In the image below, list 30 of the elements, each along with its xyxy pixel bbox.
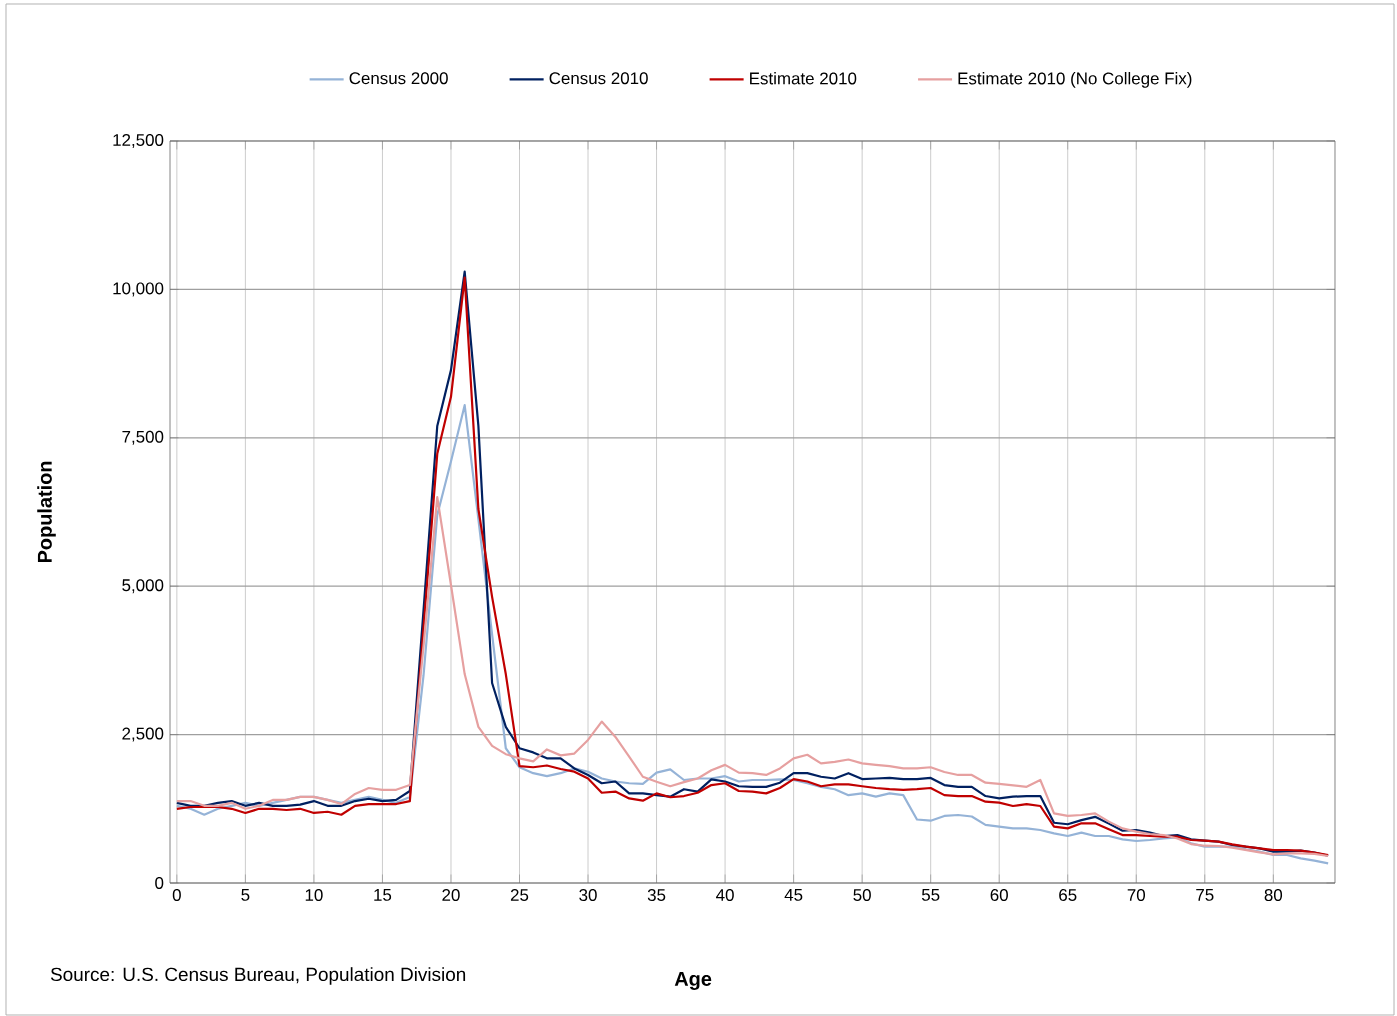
x-tick-label: 15 bbox=[374, 889, 392, 901]
x-tick-label: 55 bbox=[921, 889, 940, 901]
source-note: Source: U.S. Census Bureau, Population Division bbox=[50, 967, 466, 985]
x-axis-title: Age bbox=[674, 971, 712, 990]
x-tick-label: 75 bbox=[1196, 889, 1214, 901]
x-tick-label: 50 bbox=[853, 889, 871, 902]
legend-label: Estimate 2010 (No College Fix) bbox=[958, 71, 1192, 88]
legend-label: Estimate 2010 bbox=[750, 71, 857, 85]
x-tick-label: 35 bbox=[647, 889, 666, 902]
y-tick-label: 7,500 bbox=[122, 430, 164, 445]
x-tick-label: 5 bbox=[241, 889, 250, 901]
x-tick-label: 30 bbox=[579, 889, 597, 902]
x-tick-label: 40 bbox=[716, 889, 734, 902]
y-tick-label: 0 bbox=[155, 877, 164, 889]
y-tick-label: 12,500 bbox=[113, 134, 164, 148]
legend-label: Census 2000 bbox=[349, 72, 448, 85]
x-tick-label: 0 bbox=[172, 889, 181, 902]
y-tick-label: 10,000 bbox=[113, 282, 164, 297]
x-tick-label: 25 bbox=[510, 889, 529, 902]
y-tick-label: 5,000 bbox=[122, 579, 164, 594]
x-tick-label: 65 bbox=[1059, 889, 1077, 902]
legend-label: Census 2010 bbox=[549, 72, 648, 85]
y-tick-label: 2,500 bbox=[122, 727, 164, 742]
x-tick-label: 20 bbox=[442, 889, 460, 902]
x-tick-label: 10 bbox=[305, 889, 323, 902]
x-tick-label: 45 bbox=[784, 889, 803, 901]
x-tick-label: 70 bbox=[1127, 889, 1146, 902]
y-axis-title: Population bbox=[37, 461, 56, 563]
x-tick-label: 60 bbox=[990, 889, 1008, 902]
x-tick-label: 80 bbox=[1264, 889, 1283, 902]
